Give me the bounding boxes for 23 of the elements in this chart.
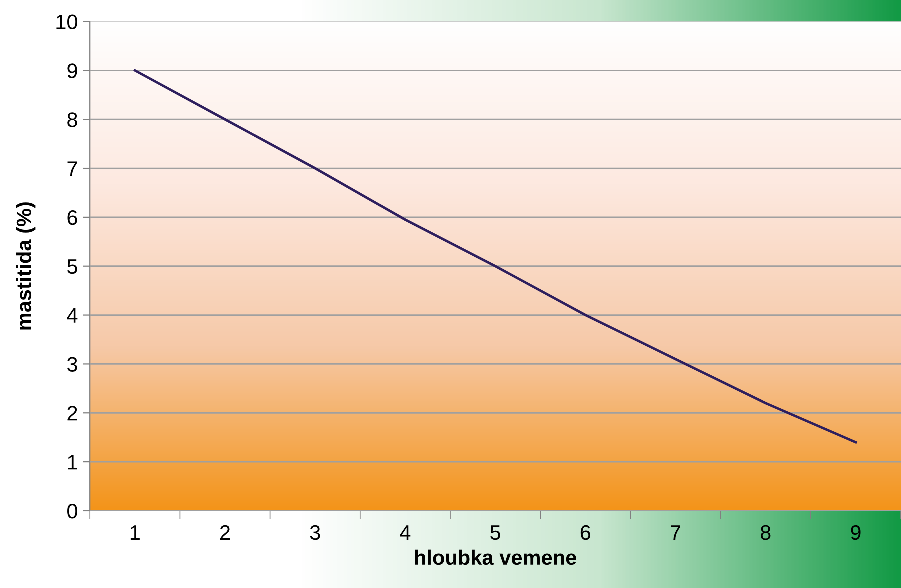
y-tick-label: 8 — [68, 112, 78, 128]
y-tick-label: 4 — [67, 308, 78, 323]
x-tick-label: 4 — [400, 526, 411, 540]
y-tick-label: 5 — [68, 260, 78, 274]
y-tick-label: 3 — [68, 357, 78, 372]
x-tick-label: 8 — [760, 525, 771, 540]
y-axis-title: mastitida (%) — [16, 202, 36, 330]
x-tick-label: 5 — [490, 526, 500, 540]
x-tick-label: 1 — [130, 526, 140, 540]
y-tick-label: 1 — [68, 455, 78, 470]
y-tick-label: 0 — [68, 504, 78, 519]
x-axis-title: hloubka vemene — [415, 550, 576, 566]
x-tick-label: 2 — [220, 525, 230, 540]
y-tick-label: 9 — [68, 64, 78, 78]
x-tick-label: 7 — [671, 526, 680, 540]
y-tick-label: 2 — [68, 406, 78, 421]
x-tick-label: 3 — [310, 525, 320, 540]
x-tick-label: 6 — [580, 525, 591, 540]
y-tick-label: 6 — [68, 210, 78, 226]
y-tick-label: 10 — [56, 14, 78, 30]
y-tick-label: 7 — [68, 162, 78, 176]
x-tick-label: 9 — [851, 525, 861, 540]
line-series — [134, 69, 858, 444]
